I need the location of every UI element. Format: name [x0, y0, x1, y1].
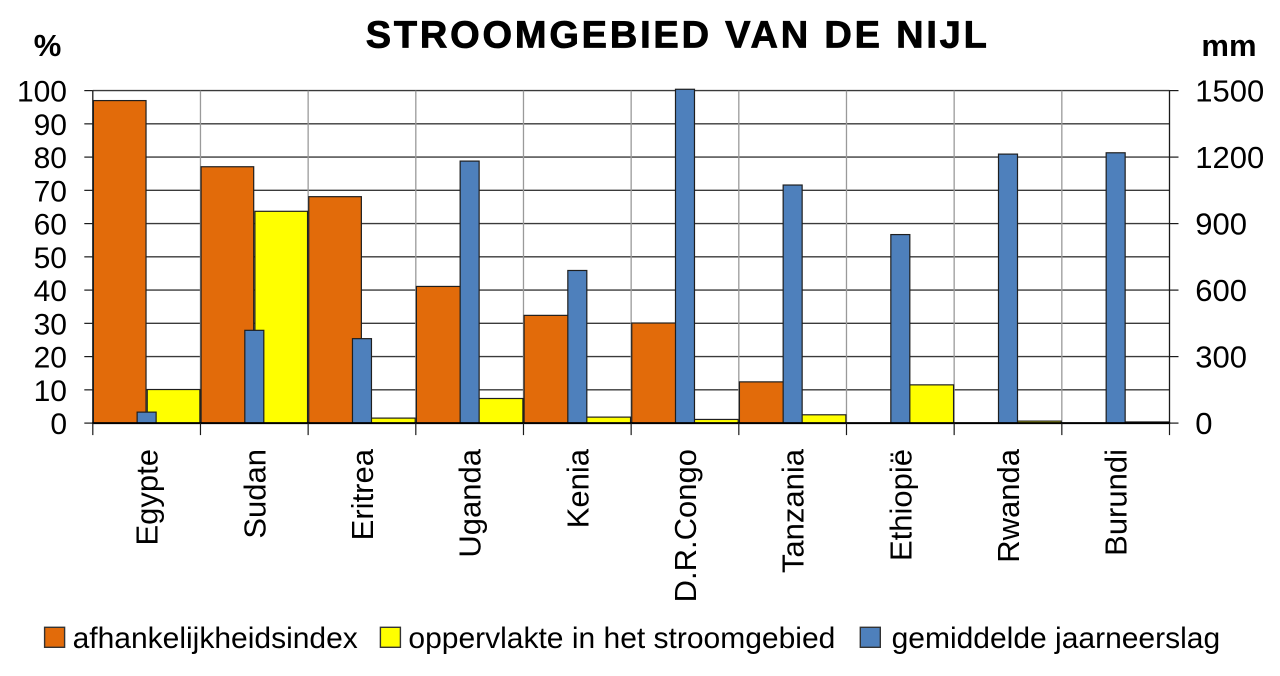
svg-text:Sudan: Sudan [237, 449, 272, 539]
svg-text:afhankelijkheidsindex: afhankelijkheidsindex [73, 622, 358, 655]
svg-text:0: 0 [1195, 406, 1212, 441]
svg-text:Uganda: Uganda [453, 448, 488, 557]
svg-text:50: 50 [34, 242, 67, 275]
svg-text:oppervlakte in het stroomgebie: oppervlakte in het stroomgebied [408, 622, 835, 655]
svg-text:%: % [34, 28, 62, 63]
svg-text:40: 40 [34, 275, 67, 308]
svg-text:D.R.Congo: D.R.Congo [668, 449, 703, 602]
svg-text:10: 10 [34, 375, 67, 408]
svg-text:80: 80 [34, 142, 67, 175]
svg-text:1200: 1200 [1195, 140, 1264, 175]
svg-text:Ethiopië: Ethiopië [883, 449, 918, 561]
svg-text:1500: 1500 [1195, 74, 1264, 109]
svg-text:Kenia: Kenia [560, 448, 595, 528]
svg-text:30: 30 [34, 308, 67, 341]
svg-text:100: 100 [17, 76, 67, 109]
svg-text:70: 70 [34, 175, 67, 208]
svg-text:Tanzania: Tanzania [776, 448, 811, 573]
svg-text:Burundi: Burundi [1099, 449, 1134, 556]
svg-text:STROOMGEBIED VAN DE NIJL: STROOMGEBIED VAN DE NIJL [366, 15, 990, 57]
svg-text:300: 300 [1195, 340, 1247, 375]
svg-text:600: 600 [1195, 273, 1247, 308]
svg-text:Rwanda: Rwanda [991, 448, 1026, 562]
svg-text:gemiddelde jaarneerslag: gemiddelde jaarneerslag [892, 622, 1221, 655]
svg-text:90: 90 [34, 109, 67, 142]
svg-text:Eritrea: Eritrea [345, 448, 380, 540]
svg-text:900: 900 [1195, 207, 1247, 242]
svg-text:20: 20 [34, 342, 67, 375]
svg-text:60: 60 [34, 209, 67, 242]
svg-text:0: 0 [50, 408, 67, 441]
svg-text:Egypte: Egypte [130, 449, 165, 546]
svg-text:mm: mm [1201, 28, 1256, 63]
